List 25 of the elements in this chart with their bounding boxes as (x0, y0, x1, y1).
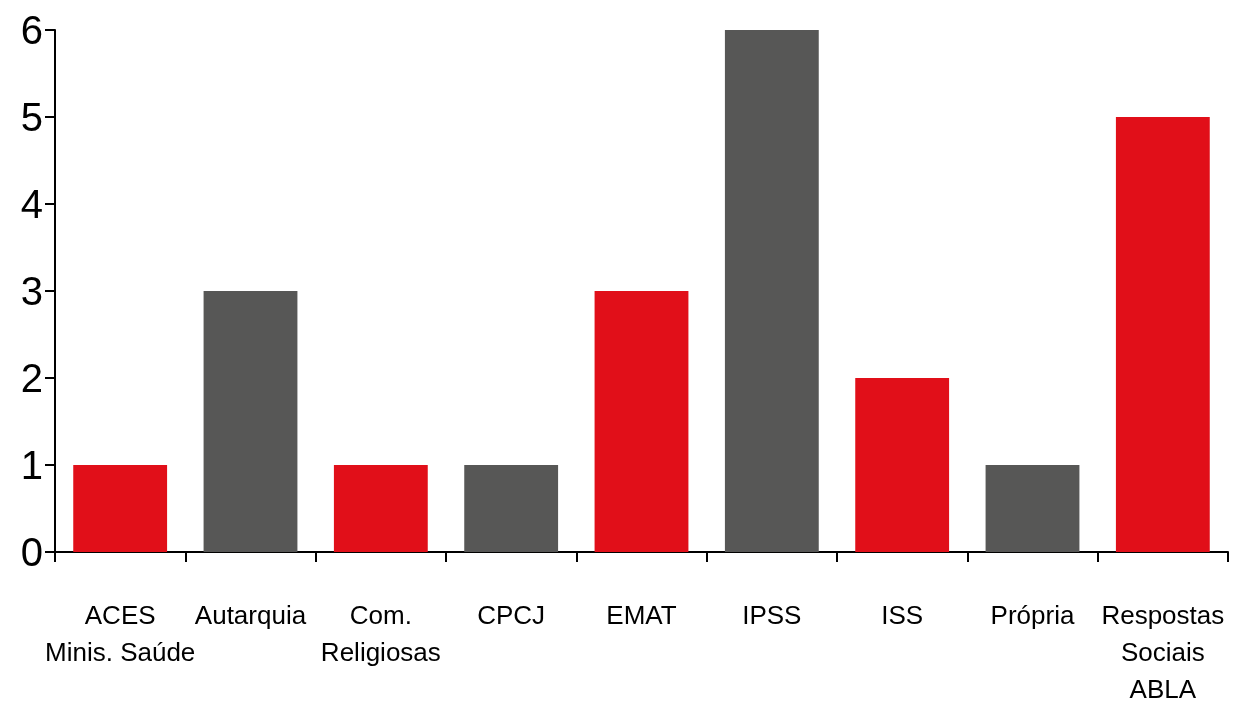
x-tick-label: Própria (990, 599, 1075, 630)
x-tick-label: CPCJ (477, 599, 546, 630)
bar (855, 378, 950, 552)
x-tick-label: ACES Minis. Saúde (45, 599, 196, 667)
bar (594, 291, 689, 552)
x-tick-label: EMAT (606, 599, 677, 630)
y-tick-label: 1 (20, 443, 43, 487)
y-tick-label: 4 (20, 182, 43, 226)
y-tick-label: 3 (20, 269, 43, 313)
y-tick-label: 2 (20, 356, 43, 400)
x-tick-label: ISS (881, 599, 924, 630)
bar (464, 465, 559, 552)
bar (724, 30, 819, 552)
bar (73, 465, 168, 552)
bar (203, 291, 298, 552)
x-tick-label: Respostas Sociais ABLA (1101, 599, 1225, 704)
bar (333, 465, 428, 552)
x-tick-label: IPSS (742, 599, 802, 630)
y-tick-label: 5 (20, 95, 43, 139)
y-tick-label: 6 (20, 8, 43, 52)
y-tick-label: 0 (20, 530, 43, 574)
bar (1115, 117, 1210, 552)
x-tick-label: Com. Religiosas (320, 599, 441, 667)
x-tick-label: Autarquia (194, 599, 307, 630)
bar (985, 465, 1080, 552)
